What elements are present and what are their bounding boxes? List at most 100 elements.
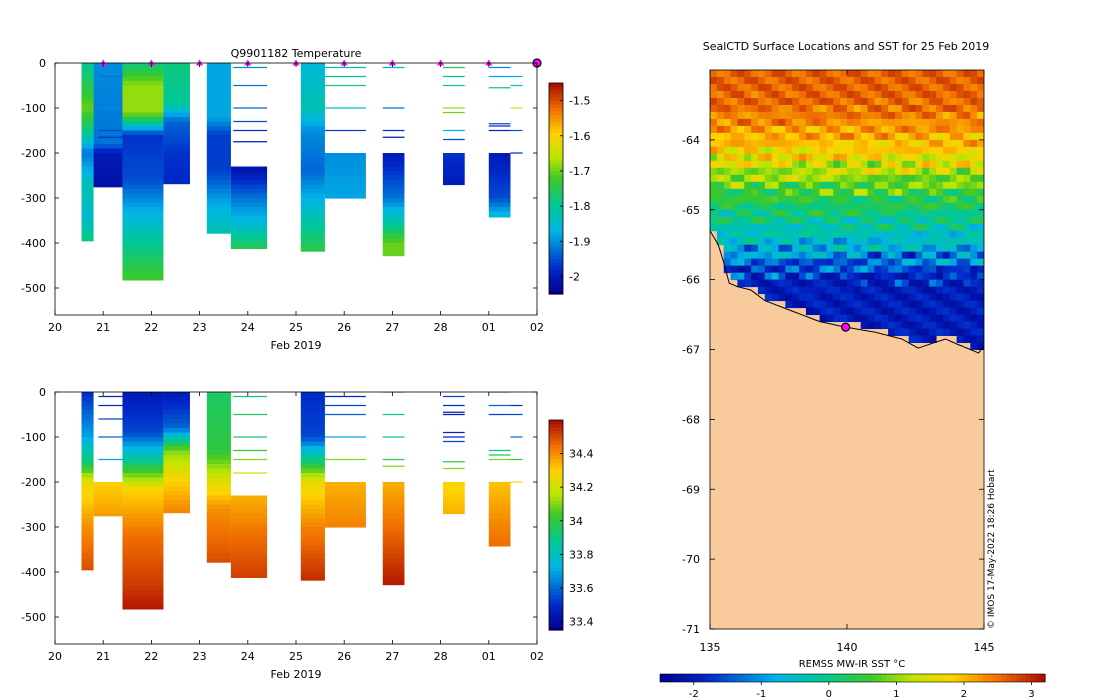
profile-cell: [81, 157, 94, 163]
profile-cell: [122, 509, 164, 515]
surface-lines-4: [443, 66, 465, 141]
x-tick-label: 28: [434, 321, 448, 334]
sst-cell: [929, 216, 937, 225]
sst-cell: [942, 195, 951, 204]
sst-cell: [771, 265, 779, 274]
sst-cell: [915, 167, 923, 176]
sst-cell: [730, 258, 738, 267]
profile-cell: [93, 90, 123, 96]
sst-cell: [833, 118, 841, 127]
profile-cell: [81, 166, 94, 172]
colorbar-segment: [549, 525, 563, 530]
sst-cell: [819, 293, 827, 302]
profile-cell: [122, 468, 164, 474]
sst-cell: [977, 139, 984, 148]
sst-cell: [942, 153, 951, 162]
sst-cell: [888, 307, 896, 316]
sst-colorbar-segment: [746, 674, 753, 682]
sst-cell: [888, 279, 896, 288]
sst-cell: [970, 307, 978, 316]
profile-cell: [230, 198, 268, 204]
profile-cell: [163, 139, 190, 145]
profile-cell: [122, 473, 164, 479]
sst-cell: [819, 146, 827, 155]
sst-cell: [908, 251, 916, 260]
profile-cell: [81, 446, 94, 452]
sst-cell: [847, 230, 855, 239]
profile-cell: [300, 473, 325, 479]
sst-cell: [847, 216, 855, 225]
sst-cell: [757, 258, 766, 267]
profile-cell: [81, 112, 94, 118]
sst-cell: [888, 76, 896, 85]
profile-cell: [163, 419, 190, 425]
sst-cell: [942, 90, 951, 99]
profile-cell: [122, 72, 164, 78]
sst-colorbar-segment: [828, 674, 834, 682]
sst-cell: [881, 132, 889, 141]
sst-cell: [894, 118, 903, 127]
profile-cell: [122, 207, 164, 213]
sst-cell: [757, 181, 766, 190]
profile-cell: [163, 117, 190, 123]
sst-cell: [716, 195, 725, 204]
sst-cell: [764, 174, 773, 183]
surface-lines-6: [510, 404, 523, 483]
sst-cell: [840, 153, 848, 162]
sst-cell: [963, 132, 971, 141]
profile-cell: [81, 567, 94, 571]
sst-cell: [730, 118, 738, 127]
sst-cell: [723, 230, 732, 239]
profile-cell: [81, 234, 94, 240]
map-y-tick-label: -64: [682, 134, 700, 147]
sst-cell: [785, 139, 793, 148]
sst-cell: [730, 272, 738, 281]
sst-cell: [860, 195, 869, 204]
profile-cell: [206, 184, 231, 190]
sst-cell: [874, 230, 882, 239]
sst-cell: [942, 125, 951, 134]
sst-cell: [764, 279, 773, 288]
surface-marker: [196, 59, 204, 66]
map-y-tick-label: -71: [682, 623, 700, 636]
sst-cell: [915, 328, 923, 337]
sst-cell: [723, 244, 732, 253]
sst-cell: [922, 160, 930, 169]
sst-cell: [874, 111, 882, 120]
sst-cell: [956, 216, 964, 225]
colorbar-segment: [549, 623, 563, 628]
sst-cell: [901, 153, 910, 162]
sst-cell: [751, 76, 759, 85]
sst-cell: [778, 167, 786, 176]
sst-cell: [840, 272, 848, 281]
profile-cell: [163, 405, 190, 411]
sst-cell: [853, 300, 862, 309]
profile-cell: [230, 495, 268, 501]
profile-cell: [81, 99, 94, 105]
profile-cell: [443, 175, 465, 181]
profile-cell: [382, 180, 405, 186]
sst-cell: [908, 286, 916, 295]
sst-cell: [922, 321, 930, 330]
sst-cell: [977, 181, 984, 190]
sst-cell: [908, 230, 916, 239]
sst-cell: [888, 174, 896, 183]
sst-cell: [963, 272, 971, 281]
surface-marker: [99, 59, 107, 66]
surface-lines-1: [233, 66, 268, 143]
sst-cell: [826, 90, 834, 99]
profile-cell: [382, 207, 405, 213]
sst-cell: [805, 293, 814, 302]
sst-cell: [805, 70, 814, 78]
sst-colorbar-segment: [847, 674, 854, 682]
sst-cell: [922, 258, 930, 267]
profile-cell: [81, 500, 94, 506]
profile-cell: [206, 437, 231, 443]
sst-cell: [977, 146, 984, 155]
sst-cell: [778, 258, 786, 267]
sst-cell: [867, 125, 875, 134]
sst-cell: [785, 265, 793, 274]
sst-cell: [819, 139, 827, 148]
profile-cell: [122, 527, 164, 533]
map-x-tick-label: 145: [974, 641, 995, 654]
